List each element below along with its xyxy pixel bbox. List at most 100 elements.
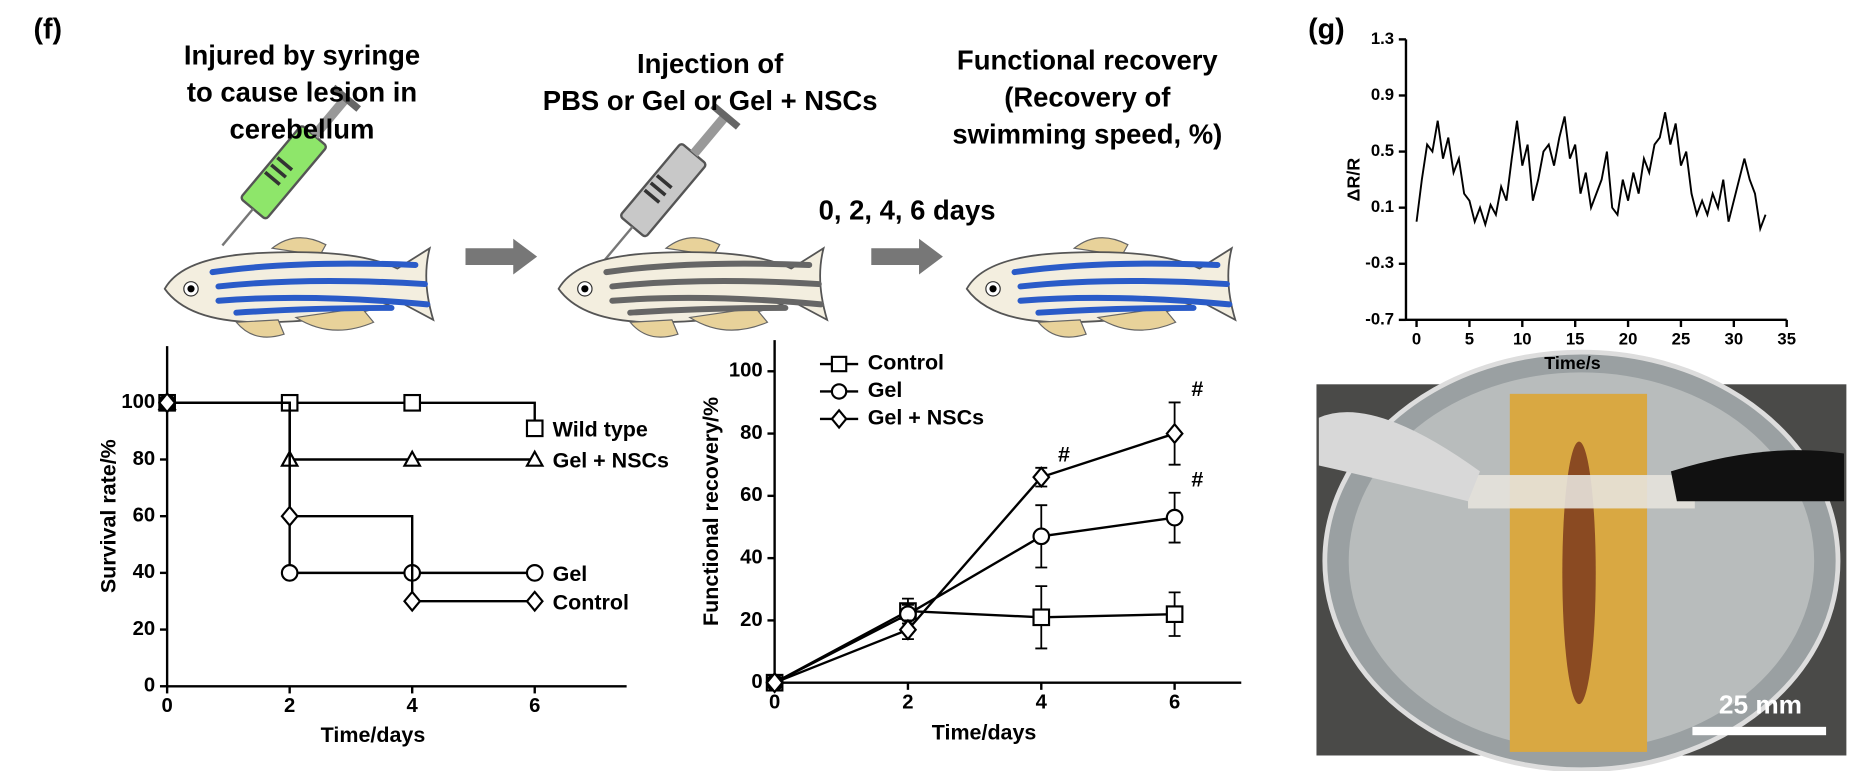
x-tick-label: 2 <box>284 695 295 717</box>
x-tick-label: 0 <box>1412 330 1421 349</box>
syringe <box>207 82 363 258</box>
marker <box>830 355 848 373</box>
marker <box>1032 466 1051 489</box>
fish-injured <box>165 238 434 337</box>
step-caption: to cause lesion in <box>187 77 417 108</box>
x-axis-title: Time/days <box>321 723 426 747</box>
marker <box>525 419 544 438</box>
y-tick-label: -0.3 <box>1365 253 1394 272</box>
marker <box>157 391 177 414</box>
marker <box>830 408 848 430</box>
interval-label: 0, 2, 4, 6 days <box>819 195 996 226</box>
schematic <box>165 82 1236 337</box>
step-caption: Injection of <box>637 48 784 79</box>
marker <box>525 449 545 467</box>
x-tick-label: 0 <box>769 691 780 713</box>
marker <box>765 671 784 694</box>
fish-recovered <box>967 238 1236 337</box>
y-tick-label: 0.5 <box>1371 141 1394 160</box>
x-tick-label: 4 <box>1036 691 1048 713</box>
y-tick-label: 1.3 <box>1371 29 1394 48</box>
y-tick-label: 0 <box>751 671 762 693</box>
marker <box>525 590 544 613</box>
y-tick-label: 20 <box>740 609 763 631</box>
x-tick-label: 30 <box>1725 330 1744 349</box>
marker <box>402 449 422 467</box>
y-tick-label: 0.9 <box>1371 85 1394 104</box>
x-tick-label: 5 <box>1465 330 1474 349</box>
x-tick-label: 6 <box>1169 691 1180 713</box>
marker <box>403 393 422 412</box>
x-tick-label: 25 <box>1672 330 1691 349</box>
step-caption: Injured by syringe <box>184 40 420 71</box>
y-tick-label: 60 <box>133 505 156 527</box>
panel-label: (f) <box>33 14 62 46</box>
data-line <box>167 401 535 461</box>
y-tick-label: 60 <box>740 484 763 506</box>
y-axis-title: ΔR/R <box>1343 158 1363 202</box>
data-line <box>167 401 535 575</box>
legend-label: Gel <box>868 378 903 402</box>
fish-injection <box>559 238 828 337</box>
marker <box>830 383 848 400</box>
marker <box>898 618 918 641</box>
y-tick-label: -0.7 <box>1365 309 1394 328</box>
x-tick-label: 10 <box>1513 330 1532 349</box>
marker <box>1165 605 1184 624</box>
annotation: # <box>1191 467 1203 491</box>
marker <box>1165 422 1184 445</box>
y-tick-label: 0.1 <box>1371 197 1394 216</box>
data-line <box>167 401 536 429</box>
panel-label: (g) <box>1308 14 1345 46</box>
x-tick-label: 0 <box>161 695 172 717</box>
data-line <box>774 432 1175 684</box>
series-label: Control <box>553 590 629 614</box>
y-tick-label: 40 <box>740 546 763 568</box>
y-tick-label: 40 <box>133 561 156 583</box>
step-caption: swimming speed, %) <box>952 118 1222 149</box>
step-caption: PBS or Gel or Gel + NSCs <box>543 85 878 116</box>
x-tick-label: 4 <box>407 695 419 717</box>
x-tick-label: 2 <box>902 691 913 713</box>
data-line <box>774 516 1175 684</box>
step-caption: cerebellum <box>230 114 375 145</box>
arrow <box>465 238 538 275</box>
marker <box>280 505 299 528</box>
x-tick-label: 35 <box>1777 330 1796 349</box>
step-caption: (Recovery of <box>1004 81 1171 112</box>
scale-bar-label: 25 mm <box>1719 689 1802 719</box>
y-tick-label: 80 <box>740 422 763 444</box>
y-axis-title: Survival rate/% <box>97 439 121 593</box>
marker <box>1032 608 1051 627</box>
marker <box>280 564 299 582</box>
marker <box>403 590 422 613</box>
y-tick-label: 0 <box>144 675 155 697</box>
annotation: # <box>1058 443 1070 467</box>
y-tick-label: 20 <box>133 618 156 640</box>
data-line <box>1415 112 1767 233</box>
x-axis-title: Time/s <box>1544 353 1600 373</box>
y-tick-label: 80 <box>133 448 156 470</box>
marker <box>525 564 544 582</box>
arrow <box>871 238 943 275</box>
data-line <box>774 609 1175 684</box>
legend-label: Gel + NSCs <box>868 406 984 430</box>
series-label: Wild type <box>553 417 648 441</box>
y-tick-label: 100 <box>729 360 763 382</box>
photo <box>1316 349 1847 771</box>
marker <box>1165 508 1184 527</box>
y-tick-label: 100 <box>121 391 155 413</box>
y-axis-title: Functional recovery/% <box>699 397 723 626</box>
x-axis-title: Time/days <box>932 721 1037 745</box>
legend-label: Control <box>868 351 944 375</box>
data-line <box>167 401 535 603</box>
x-tick-label: 15 <box>1566 330 1585 349</box>
x-tick-label: 20 <box>1619 330 1638 349</box>
step-caption: Functional recovery <box>957 44 1218 75</box>
annotation: # <box>1191 377 1203 401</box>
series-label: Gel <box>553 562 588 586</box>
marker <box>1032 527 1051 546</box>
series-label: Gel + NSCs <box>553 449 669 473</box>
